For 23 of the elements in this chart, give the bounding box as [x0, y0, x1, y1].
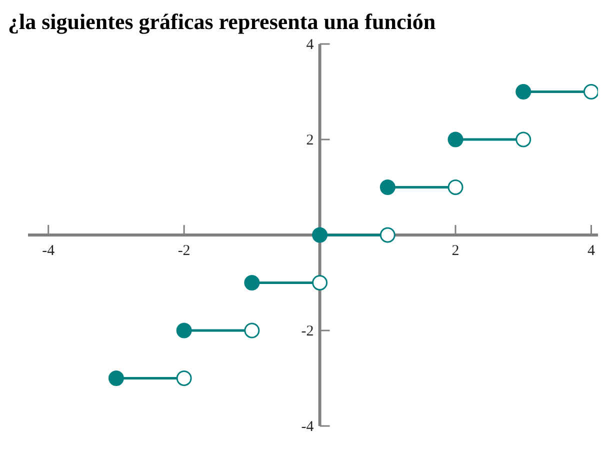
point — [583, 84, 598, 100]
y-tick-label: 2 — [306, 132, 314, 148]
point — [516, 84, 532, 100]
x-tick-label: -4 — [42, 243, 56, 259]
x-tick-label: 2 — [452, 243, 460, 259]
point — [516, 132, 532, 148]
point — [244, 275, 260, 290]
y-tick-label: -2 — [301, 324, 314, 340]
x-tick-label: 4 — [587, 243, 596, 259]
point — [448, 132, 464, 148]
point — [448, 180, 464, 195]
point — [312, 227, 328, 243]
point — [176, 370, 192, 386]
point — [244, 322, 260, 338]
y-tick-label: -4 — [301, 419, 314, 435]
point — [108, 370, 124, 386]
point — [380, 180, 396, 195]
point — [176, 322, 192, 338]
point — [380, 227, 396, 243]
y-tick-label: 4 — [306, 37, 314, 53]
chart-title: ¿la siguientes gráficas representa una función — [8, 8, 437, 36]
x-tick-label: -2 — [178, 243, 190, 259]
point — [312, 275, 328, 290]
